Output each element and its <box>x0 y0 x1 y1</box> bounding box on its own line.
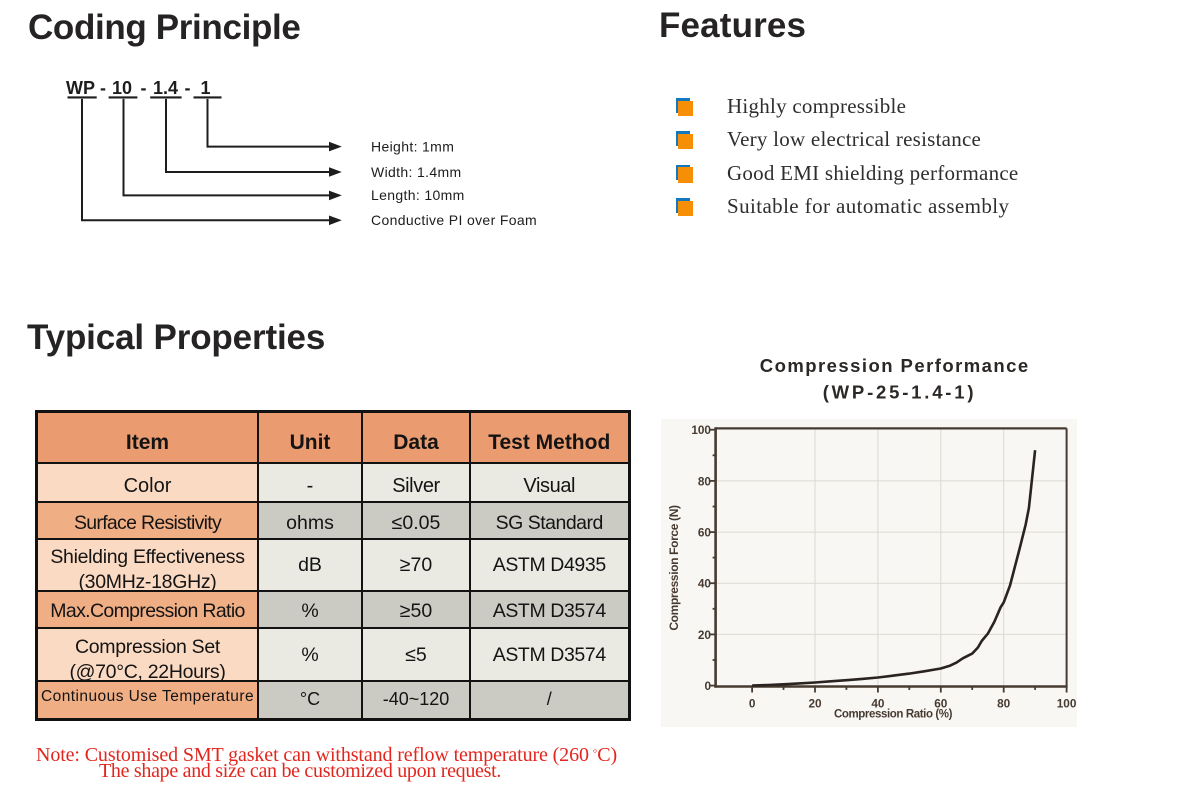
svg-text:100: 100 <box>1057 697 1077 711</box>
svg-text:-: - <box>185 78 191 98</box>
svg-text:(WP-25-1.4-1): (WP-25-1.4-1) <box>823 381 977 402</box>
svg-text:0: 0 <box>749 697 756 711</box>
svg-text:60: 60 <box>698 526 712 540</box>
svg-text:40: 40 <box>698 577 712 591</box>
svg-text:Conductive PI over Foam: Conductive PI over Foam <box>371 212 537 228</box>
svg-text:80: 80 <box>698 474 712 488</box>
svg-text:10: 10 <box>112 78 132 98</box>
svg-text:Width: 1.4mm: Width: 1.4mm <box>371 164 462 180</box>
svg-text:Compression Force (N): Compression Force (N) <box>667 505 681 631</box>
svg-text:-: - <box>141 78 147 98</box>
svg-text:40: 40 <box>871 697 885 711</box>
svg-text:-: - <box>100 78 106 98</box>
svg-text:Length: 10mm: Length: 10mm <box>371 187 465 203</box>
svg-text:80: 80 <box>997 697 1011 711</box>
svg-text:Compression Performance: Compression Performance <box>760 355 1030 376</box>
svg-text:60: 60 <box>934 697 948 711</box>
svg-text:20: 20 <box>808 697 822 711</box>
svg-text:WP: WP <box>66 78 95 98</box>
svg-text:20: 20 <box>698 628 712 642</box>
svg-text:1.4: 1.4 <box>153 78 178 98</box>
svg-text:Compression Ratio (%): Compression Ratio (%) <box>834 709 953 721</box>
svg-text:Height: 1mm: Height: 1mm <box>371 138 454 154</box>
svg-text:100: 100 <box>691 423 711 437</box>
svg-text:0: 0 <box>704 679 711 693</box>
svg-text:1: 1 <box>201 78 211 98</box>
